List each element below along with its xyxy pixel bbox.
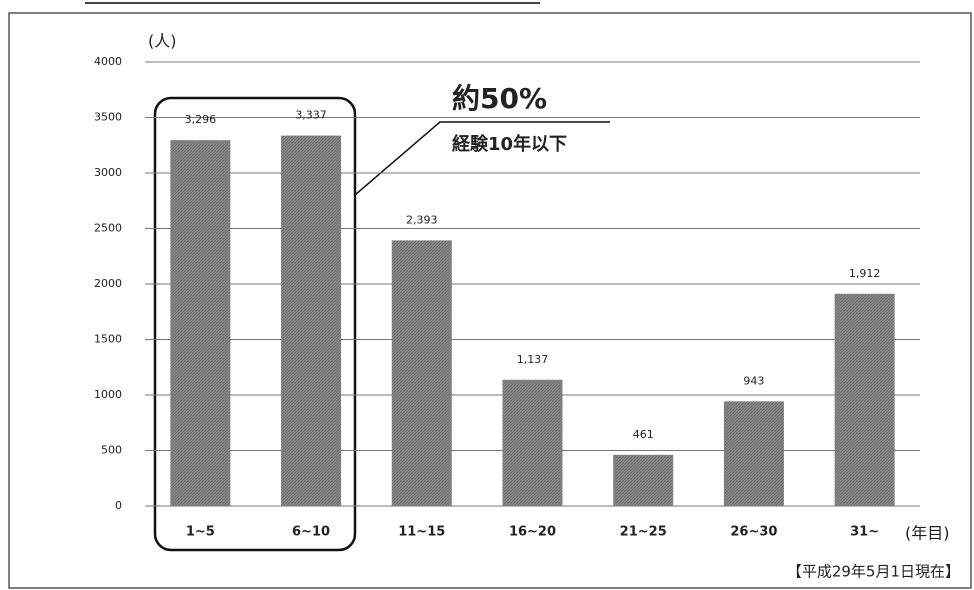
- x-tick-label: 1~5: [186, 525, 215, 540]
- x-tick-label: 16~20: [509, 525, 556, 540]
- annotation-title: 約50%: [452, 82, 547, 115]
- annotation-text: 経験10年以下: [452, 133, 567, 155]
- bar: [613, 454, 674, 506]
- value-label: 943: [743, 374, 764, 387]
- y-tick-label: 2500: [94, 222, 122, 235]
- footnote: 【平成29年5月1日現在】: [787, 563, 960, 581]
- y-tick-label: 3000: [94, 166, 122, 179]
- value-label: 1,137: [517, 353, 549, 366]
- frame: [8, 12, 972, 589]
- bar: [834, 293, 895, 506]
- x-tick-label: 6~10: [292, 525, 330, 540]
- value-label: 3,296: [185, 113, 217, 126]
- y-axis-label: (人): [148, 32, 177, 51]
- x-tick-label: 21~25: [620, 525, 667, 540]
- bar: [502, 379, 563, 506]
- y-tick-label: 3500: [94, 111, 122, 124]
- bar: [170, 140, 231, 507]
- y-tick-label: 4000: [94, 55, 122, 68]
- y-tick-label: 0: [115, 499, 122, 512]
- bar: [281, 135, 342, 506]
- x-tick-label: 26~30: [730, 525, 777, 540]
- x-axis-unit: (年目): [905, 524, 950, 543]
- value-label: 3,337: [295, 109, 327, 122]
- value-label: 461: [633, 428, 654, 441]
- value-label: 1,912: [849, 267, 881, 280]
- y-tick-label: 1500: [94, 333, 122, 346]
- x-tick-label: 11~15: [398, 525, 445, 540]
- x-tick-label: 31~: [850, 525, 879, 540]
- bar: [391, 240, 452, 506]
- y-tick-label: 500: [101, 444, 122, 457]
- y-tick-label: 1000: [94, 388, 122, 401]
- bar: [723, 401, 784, 506]
- highlight-box: [153, 96, 357, 552]
- callout-line: [354, 121, 610, 196]
- y-tick-label: 2000: [94, 277, 122, 290]
- value-label: 2,393: [406, 213, 438, 226]
